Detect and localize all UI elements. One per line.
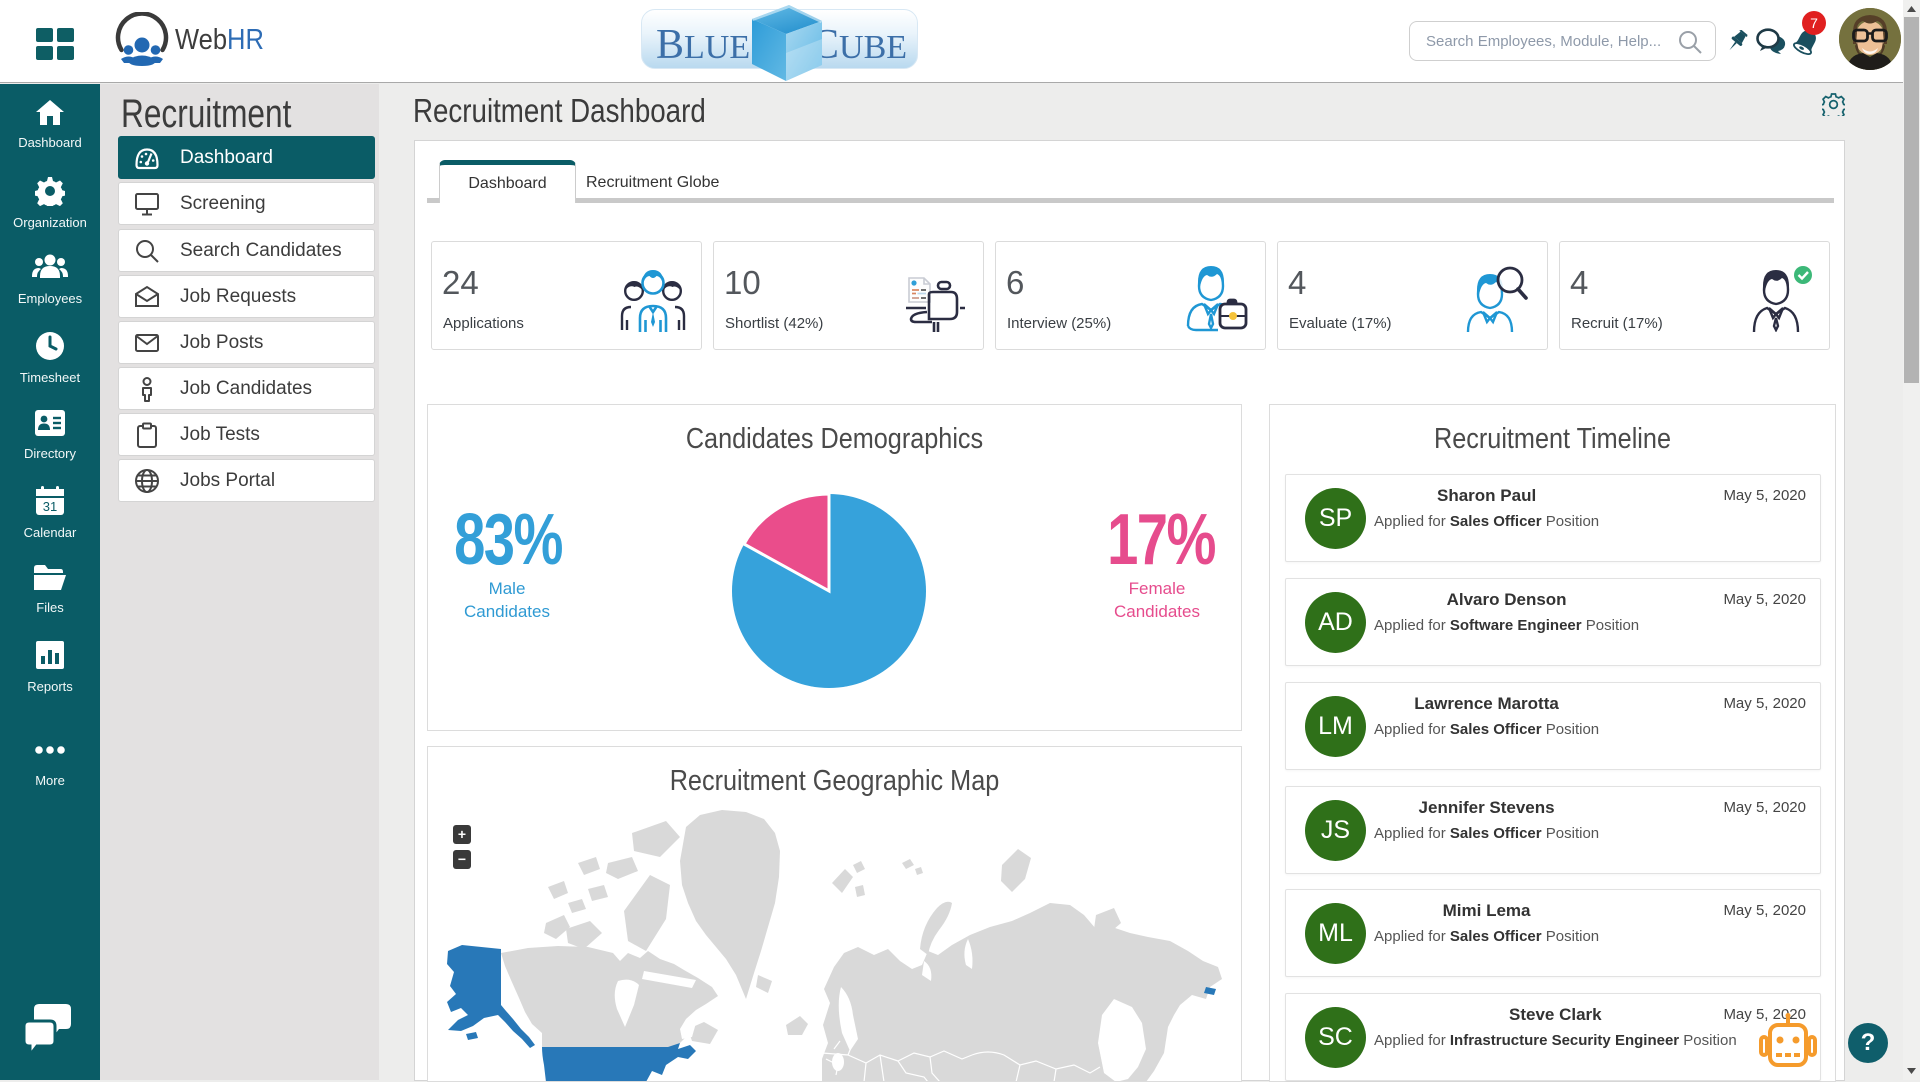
svg-text:31: 31	[43, 499, 57, 514]
